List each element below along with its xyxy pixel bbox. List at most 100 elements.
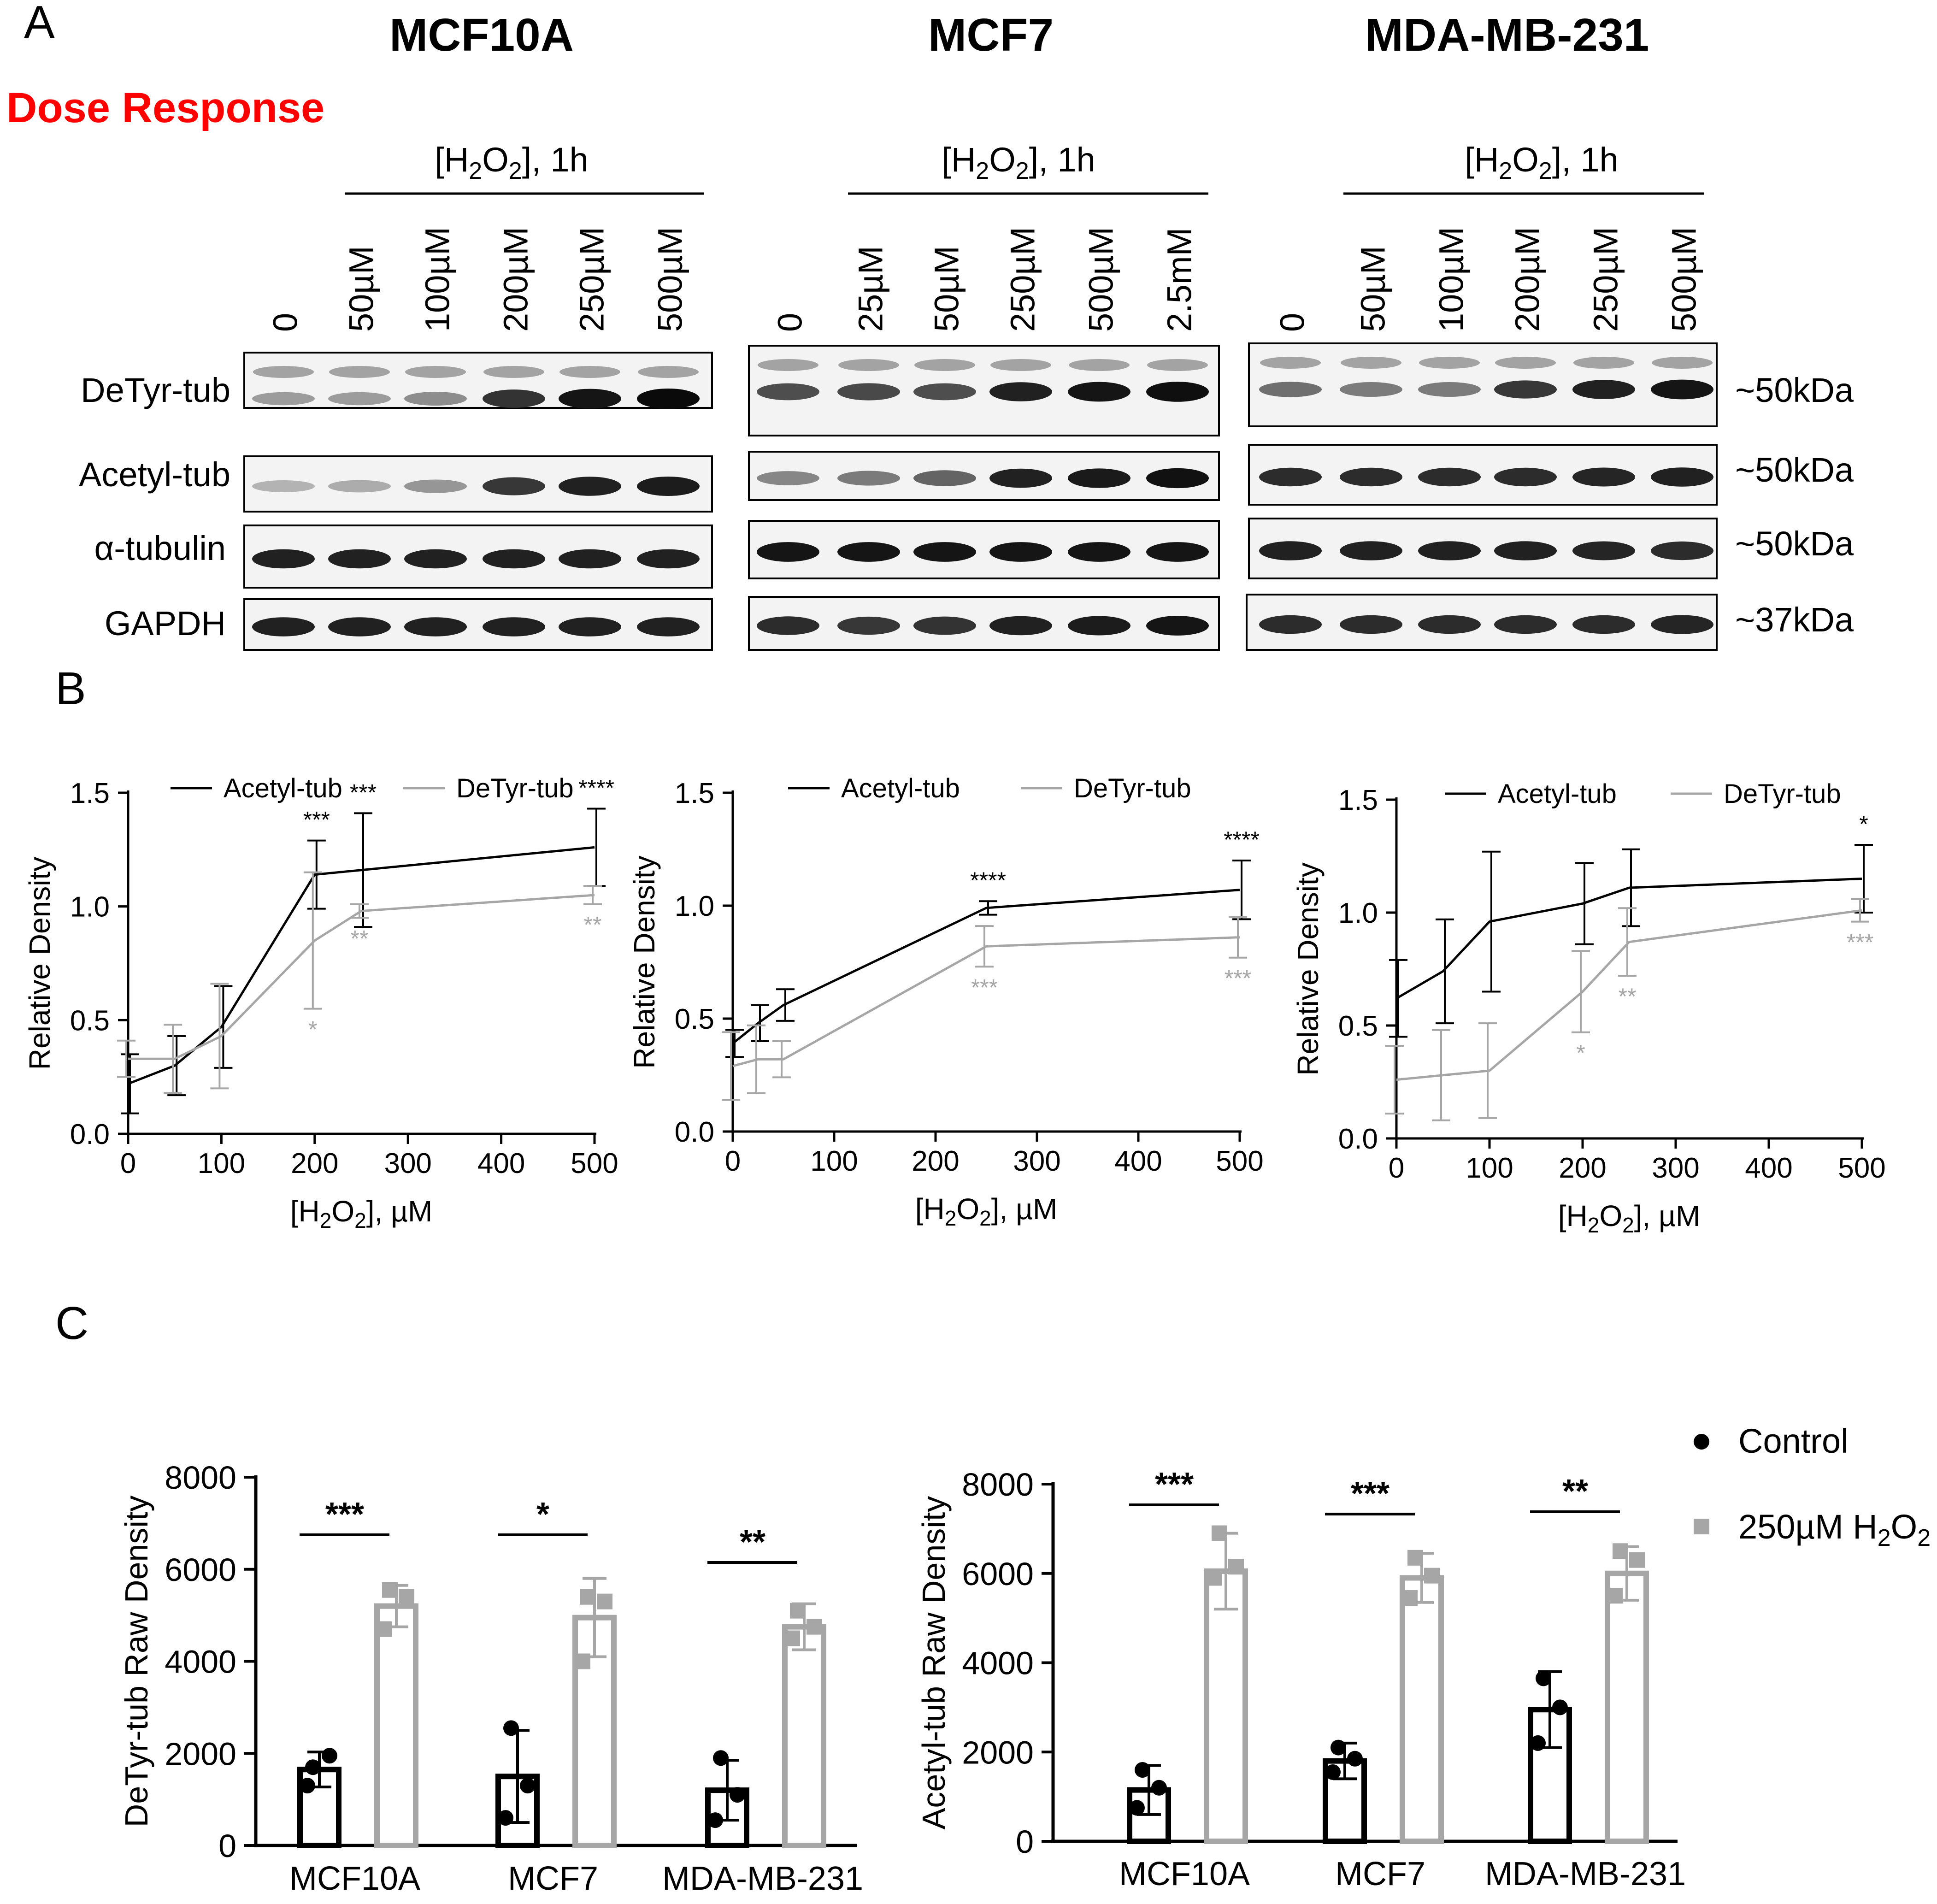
- blot-band: [1572, 467, 1635, 487]
- blot-band: [405, 366, 466, 378]
- data-point: [377, 1621, 392, 1637]
- blot-band: [837, 542, 900, 562]
- lane-labels: 0 50µM 100µM 200µM 250µM 500µM 0 25µM 50µM 250µM 5…: [266, 227, 1703, 332]
- lane-label: 250µM: [1587, 227, 1625, 332]
- blot-band: [913, 542, 976, 562]
- series-line: [128, 894, 595, 1060]
- bar: [374, 1603, 418, 1848]
- legend-treated-label: 250µM H2O2: [1738, 1508, 1931, 1551]
- x-tick-label: 400: [477, 1148, 525, 1179]
- significance-mark: **: [584, 912, 602, 938]
- blot-band: [404, 617, 467, 637]
- y-tick-label: 1.5: [675, 778, 714, 809]
- blot-band: [328, 617, 391, 637]
- blot-band: [1572, 380, 1635, 399]
- bar-chart-0: 0 2000 4000 6000 8000 DeTyr-tub Raw Density MC…: [118, 1460, 863, 1897]
- data-point: [300, 1778, 315, 1794]
- data-point: [1206, 1570, 1222, 1586]
- blot-band: [1341, 357, 1401, 369]
- blot-band: [1146, 542, 1209, 562]
- significance-mark: *: [1859, 811, 1868, 837]
- x-axis-label: [H2O2], µM: [1558, 1199, 1701, 1237]
- significance-mark: ****: [970, 867, 1006, 893]
- significance-mark: ****: [578, 775, 614, 801]
- legend-label: Acetyl-tub: [1498, 779, 1617, 809]
- blot-band: [328, 549, 391, 569]
- blot-band: [989, 382, 1052, 401]
- line-chart-2: 0 100 200 300 400 500 0.0 0.5 1.0 1.5 Relative Den…: [1291, 779, 1886, 1237]
- category-label: MDA-MB-231: [662, 1860, 863, 1897]
- blot-band: [483, 477, 545, 495]
- x-tick-label: 500: [1216, 1145, 1263, 1177]
- data-point: [790, 1603, 806, 1619]
- x-tick-label: 0: [725, 1145, 741, 1177]
- y-tick-label: 0.0: [1338, 1123, 1378, 1155]
- data-point: [520, 1778, 536, 1794]
- blot-band: [1068, 382, 1130, 402]
- x-tick-label: 100: [810, 1145, 858, 1177]
- blot-band: [1259, 615, 1322, 634]
- significance-mark: **: [1619, 984, 1637, 1009]
- blot-band: [483, 366, 544, 378]
- data-point: [1135, 1762, 1150, 1778]
- y-tick-label: 2000: [962, 1734, 1034, 1770]
- blot-band: [1651, 379, 1713, 400]
- y-tick-label: 1.0: [675, 890, 714, 922]
- protein-label-1: Acetyl-tub: [79, 455, 230, 494]
- blot-frame: [1248, 342, 1718, 427]
- blot-frame: [243, 525, 713, 589]
- lane-label: 500µM: [1665, 227, 1703, 332]
- size-label-0: ~50kDa: [1735, 371, 1854, 409]
- series-line: [1396, 909, 1862, 1081]
- blot-band: [252, 480, 315, 492]
- data-point: [1331, 1739, 1346, 1756]
- blot-band: [1260, 357, 1321, 369]
- lane-label: 500µM: [651, 227, 689, 332]
- blot-band: [989, 468, 1052, 488]
- data-point: [305, 1759, 321, 1775]
- x-tick-label: 300: [1013, 1145, 1060, 1177]
- data-point: [1129, 1800, 1145, 1816]
- blot-band: [757, 471, 819, 485]
- blot-band: [1340, 541, 1402, 560]
- blot-frame: [748, 345, 1220, 436]
- y-tick-label: 0.0: [70, 1119, 110, 1150]
- data-point: [322, 1748, 337, 1764]
- data-point: [1212, 1525, 1227, 1541]
- blot-band: [559, 389, 621, 409]
- blot-band: [483, 389, 545, 408]
- blot-band: [1652, 357, 1713, 369]
- data-point: [1536, 1670, 1551, 1686]
- blot-band: [1651, 615, 1713, 634]
- legend-label: DeTyr-tub: [1074, 773, 1191, 803]
- significance-mark: ***: [350, 779, 377, 805]
- blot-band: [1494, 615, 1557, 634]
- data-point: [1530, 1735, 1546, 1751]
- x-tick-label: 300: [384, 1148, 431, 1179]
- data-point: [1347, 1751, 1363, 1767]
- blot-band: [1418, 467, 1481, 487]
- bar-chart-1: 0 2000 4000 6000 8000 Acetyl-tub Raw Density M…: [916, 1466, 1686, 1892]
- legend-control-marker: [1694, 1434, 1709, 1450]
- lane-label: 0: [1273, 313, 1312, 332]
- data-point: [713, 1750, 729, 1766]
- data-point: [730, 1787, 745, 1803]
- blot-frame: [748, 596, 1220, 651]
- significance-mark: ***: [325, 1496, 364, 1533]
- significance-mark: *: [1576, 1040, 1585, 1066]
- treatment-header-2: [H2O2], 1h: [1343, 141, 1704, 195]
- lane-label: 2.5mM: [1160, 228, 1199, 332]
- significance-mark: ***: [303, 807, 330, 833]
- blot-band: [757, 616, 819, 635]
- y-tick-label: 6000: [165, 1552, 236, 1588]
- y-tick-label: 1.5: [1338, 784, 1378, 816]
- blot-band: [1259, 541, 1322, 560]
- blot-band: [637, 617, 700, 637]
- blot-band: [913, 470, 976, 486]
- blot-band: [404, 479, 467, 493]
- blot-band: [1494, 541, 1557, 560]
- blot-band: [252, 392, 315, 406]
- line-chart-0: 0 100 200 300 400 500 0.0 0.5 1.0 1.5 Relative Den…: [23, 773, 618, 1232]
- lane-label: 500µM: [1082, 227, 1120, 332]
- x-tick-label: 400: [1745, 1152, 1792, 1184]
